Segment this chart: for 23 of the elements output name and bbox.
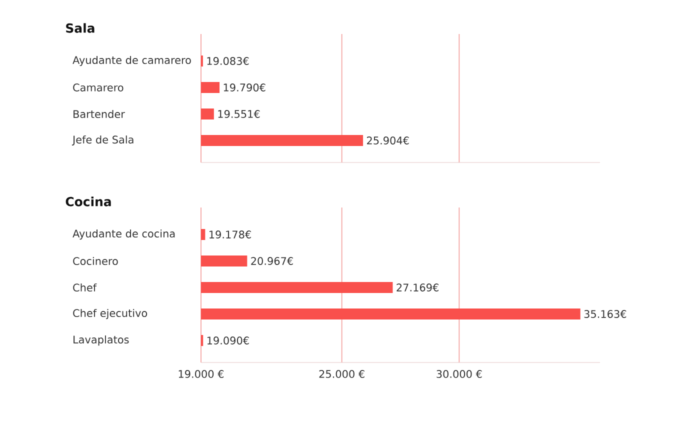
text: Sala xyxy=(66,23,94,33)
text: Cocina xyxy=(66,196,111,206)
y-tick-label: Chef ejecutivo xyxy=(73,308,148,320)
data-label: 27.169€ xyxy=(396,284,438,292)
data-label: 25.904€ xyxy=(367,136,409,144)
y-tick-label: Jefe de Sala xyxy=(72,135,134,146)
y-tick-label: Chef xyxy=(73,283,97,292)
x-tick-label: 19.000 € xyxy=(178,370,224,378)
y-tick-label: Cocinero xyxy=(73,256,118,266)
y-tick-label: Ayudante de camarero xyxy=(72,56,191,66)
data-label: 20.967€ xyxy=(251,257,293,265)
y-tick-label: Ayudante de cocina xyxy=(72,229,175,240)
data-label: 19.083€ xyxy=(207,57,249,65)
x-tick-label: 25.000 € xyxy=(319,370,364,378)
data-label: 19.090€ xyxy=(207,336,249,344)
data-label: 19.178€ xyxy=(210,230,251,238)
data-label: 19.790€ xyxy=(224,84,266,92)
y-tick-label: Bartender xyxy=(74,110,125,118)
x-tick-label: 30.000 € xyxy=(436,370,482,378)
data-label: 35.163€ xyxy=(584,310,626,318)
y-tick-label: Camarero xyxy=(73,84,124,92)
data-label: 19.551€ xyxy=(218,110,260,118)
y-tick-label: Lavaplatos xyxy=(74,335,129,346)
